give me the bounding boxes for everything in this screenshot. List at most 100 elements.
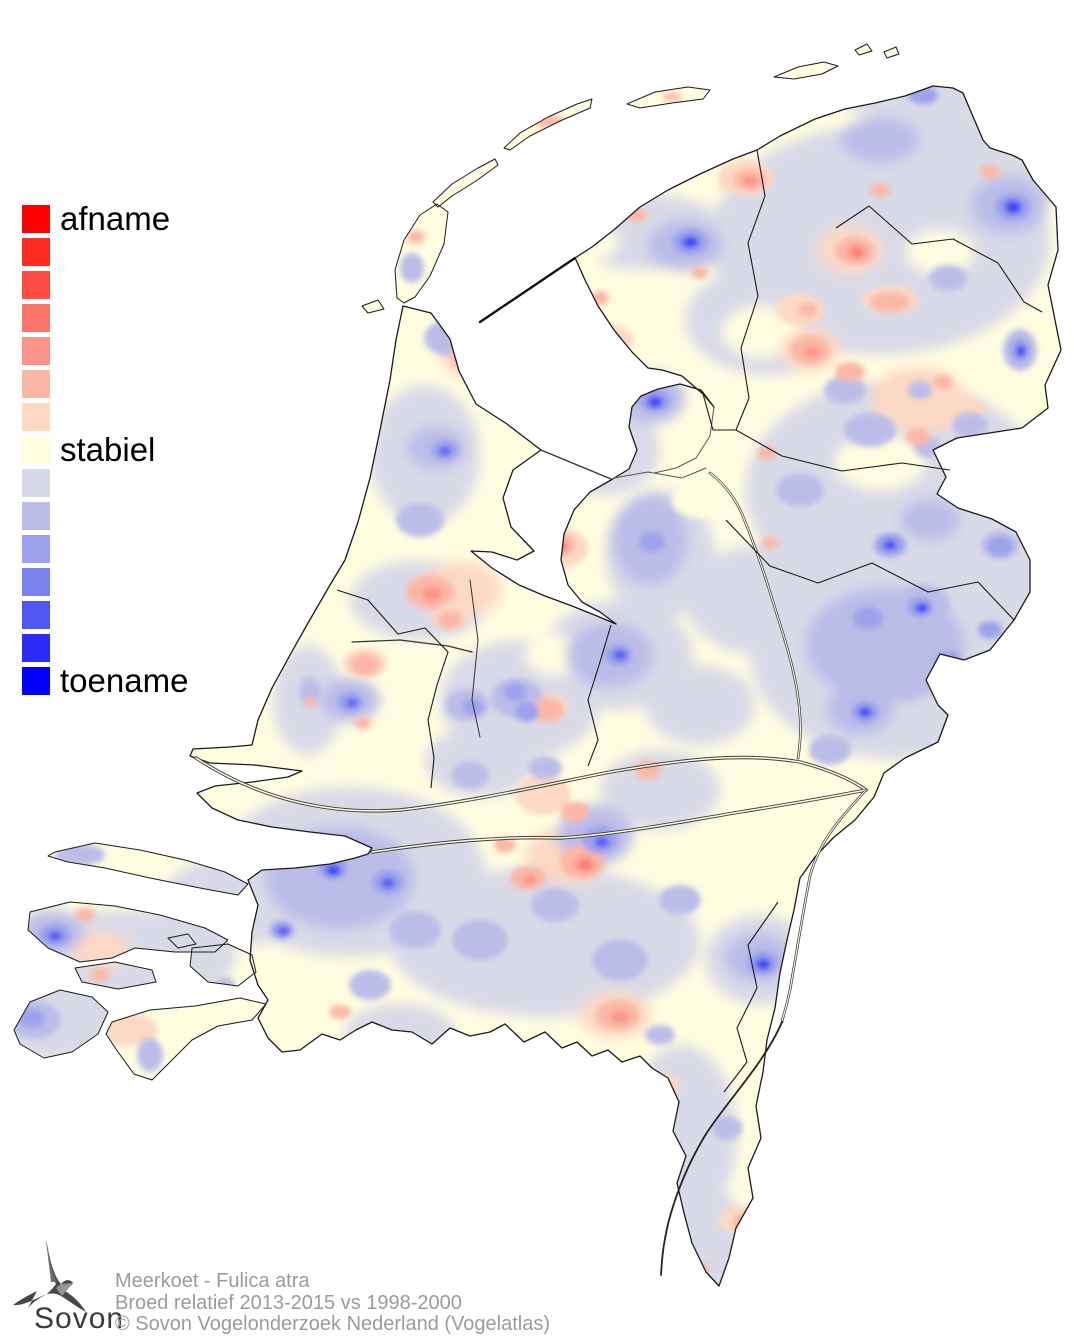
trend-blob [515, 775, 571, 815]
trend-blob [596, 333, 620, 351]
island-vlieland [433, 159, 498, 207]
trend-blob [733, 1213, 757, 1231]
caption-species: Meerkoet - Fulica atra [115, 1270, 310, 1292]
legend-swatch-0 [22, 205, 50, 233]
trend-blob [428, 1066, 462, 1090]
trend-blob [330, 868, 338, 874]
trend-blob [809, 735, 851, 765]
trend-blob [464, 352, 480, 364]
trend-blob [879, 661, 931, 699]
trend-blob [48, 931, 62, 941]
legend-swatch-13 [22, 634, 50, 662]
legend-swatch-10 [22, 535, 50, 563]
trend-blob [55, 844, 105, 866]
trend-blob [349, 970, 391, 1000]
trend-blob [952, 412, 988, 438]
trend-blob [396, 503, 444, 537]
trend-blob [798, 303, 818, 317]
trend-blob [906, 428, 930, 446]
island-schiermonnikoog [774, 62, 838, 79]
trend-blob [494, 837, 516, 853]
trend-blob [355, 717, 371, 729]
caption-copyright: © Sovon Vogelonderzoek Nederland (Vogela… [115, 1313, 551, 1335]
trend-blob [389, 911, 441, 949]
ketelmeer-line [613, 467, 707, 479]
trend-blob [407, 230, 425, 244]
trend-blob [662, 93, 682, 101]
legend-label-toename: toename [60, 662, 189, 699]
trend-blob [908, 86, 938, 104]
trend-blob [422, 587, 442, 601]
trend-blob [645, 1025, 675, 1045]
trend-blob [350, 654, 380, 676]
dikes [478, 256, 715, 480]
trend-blob [870, 183, 890, 197]
trend-blob [346, 699, 358, 707]
noordzeekanaal-line [351, 639, 473, 653]
trend-blob [852, 249, 862, 257]
trend-blob [515, 702, 539, 722]
sovon-logo-label: Sovon [34, 1302, 125, 1335]
trend-blob [595, 837, 609, 847]
trend-blob [804, 346, 820, 358]
canal-line [469, 579, 481, 738]
trend-blob [613, 650, 627, 660]
legend-label-stabiel: stabiel [60, 431, 156, 468]
trend-blob [439, 447, 451, 455]
legend-swatch-3 [22, 304, 50, 332]
trend-blob [400, 253, 424, 283]
trend-blob [424, 320, 472, 356]
trend-blob [528, 756, 562, 780]
trend-blob [648, 1083, 672, 1101]
trend-blob [835, 362, 865, 382]
trend-blob [870, 292, 910, 312]
province-borders [336, 149, 1043, 1093]
trend-blob [760, 962, 768, 968]
trend-blob [840, 117, 920, 163]
trend-blob [187, 840, 213, 856]
trend-blob [861, 710, 869, 716]
trend-blob [886, 543, 894, 549]
trend-blob [532, 698, 564, 722]
trend-blob [281, 930, 287, 934]
legend-swatch-5 [22, 370, 50, 398]
trend-blob [91, 968, 109, 982]
trend-blob [987, 537, 1013, 557]
trend-blob [561, 802, 589, 822]
trend-blob [452, 919, 508, 961]
trend-blob [1010, 205, 1018, 211]
trend-blob [544, 534, 576, 556]
legend-swatch-14 [22, 667, 50, 695]
legend: afname stabiel toename [22, 200, 242, 715]
trend-blob [978, 621, 1002, 639]
legend-swatch-7 [22, 436, 50, 464]
trend-blob [437, 611, 463, 629]
trend-blob [304, 697, 316, 707]
trend-blob [776, 473, 824, 507]
trend-blob [75, 908, 95, 922]
trend-blob [690, 1263, 710, 1277]
legend-swatch-2 [22, 271, 50, 299]
trend-blob [137, 1038, 163, 1072]
trend-blob [80, 1048, 94, 1058]
trend-blob [980, 165, 1000, 179]
trend-blob [692, 267, 708, 279]
trend-blob [742, 176, 758, 186]
trend-blob [523, 875, 537, 885]
sovon-logo-bird [13, 1238, 86, 1312]
trend-blob [652, 400, 660, 406]
trend-blob [685, 545, 835, 655]
trend-blob [532, 528, 588, 568]
trend-blob [672, 482, 728, 518]
trend-blob [451, 343, 489, 371]
legend-label-afname: afname [60, 200, 171, 237]
trend-blob [102, 1014, 158, 1046]
trend-blob [580, 861, 590, 869]
legend-swatch-8 [22, 469, 50, 497]
trend-blob [640, 1072, 680, 1098]
legend-swatch-6 [22, 403, 50, 431]
trend-blob [762, 537, 778, 549]
trend-blob [531, 888, 579, 922]
